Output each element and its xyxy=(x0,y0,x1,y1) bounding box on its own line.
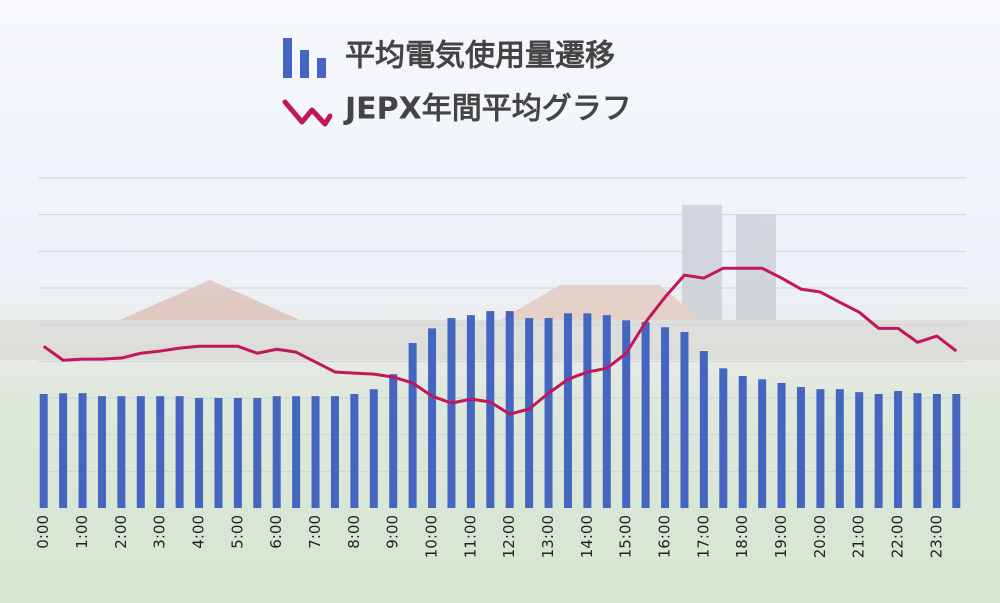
bar xyxy=(233,398,242,508)
bar xyxy=(874,393,883,508)
x-tick-label: 12:00 xyxy=(500,515,518,558)
bar xyxy=(622,320,631,508)
x-tick-label: 6:00 xyxy=(267,515,285,549)
bar xyxy=(156,396,165,508)
bar xyxy=(777,382,786,508)
bar xyxy=(932,393,941,508)
bar xyxy=(136,396,145,508)
x-tick-label: 0:00 xyxy=(34,515,52,549)
bar xyxy=(641,322,650,508)
x-tick-label: 14:00 xyxy=(578,515,596,558)
bar xyxy=(214,398,223,508)
x-tick-label: 3:00 xyxy=(151,515,169,549)
bar xyxy=(796,387,805,508)
bar xyxy=(195,398,204,508)
bar xyxy=(816,389,825,508)
bar xyxy=(272,396,281,508)
bar xyxy=(389,374,398,508)
bar xyxy=(117,396,126,508)
bar xyxy=(835,389,844,508)
bar xyxy=(97,396,106,508)
x-tick-label: 7:00 xyxy=(306,515,324,549)
bar xyxy=(855,392,864,508)
line xyxy=(42,266,958,416)
legend-bar-icon xyxy=(283,38,292,78)
x-tick-label: 23:00 xyxy=(927,515,945,558)
x-tick-label: 19:00 xyxy=(772,515,790,558)
bar xyxy=(738,376,747,508)
bar xyxy=(292,396,301,508)
bar xyxy=(758,379,767,508)
bar xyxy=(583,313,592,508)
bar xyxy=(525,318,534,508)
background-scenery xyxy=(0,205,1000,360)
bar xyxy=(78,393,87,508)
x-tick-label: 21:00 xyxy=(850,515,868,558)
x-tick-label: 13:00 xyxy=(539,515,557,558)
bar xyxy=(699,351,708,508)
bar xyxy=(466,315,475,508)
bar xyxy=(59,393,68,508)
legend-bar-icon xyxy=(317,58,326,78)
x-tick-label: 16:00 xyxy=(656,515,674,558)
bar xyxy=(719,368,728,508)
bar xyxy=(447,318,456,508)
x-tick-label: 20:00 xyxy=(811,515,829,558)
bar xyxy=(952,393,961,508)
x-tick-label: 18:00 xyxy=(733,515,751,558)
bar xyxy=(486,311,495,508)
x-tick-label: 5:00 xyxy=(228,515,246,549)
bar xyxy=(311,396,320,508)
legend-label: JEPX年間平均グラフ xyxy=(343,92,632,127)
bar xyxy=(330,396,339,508)
bar xyxy=(544,318,553,508)
x-tick-label: 9:00 xyxy=(384,515,402,549)
x-tick-label: 17:00 xyxy=(694,515,712,558)
x-tick-label: 22:00 xyxy=(889,515,907,558)
legend-label: 平均電気使用量遷移 xyxy=(345,39,615,74)
bar xyxy=(563,313,572,508)
x-tick-label: 11:00 xyxy=(461,515,479,558)
bar xyxy=(894,391,903,508)
legend-line-icon xyxy=(282,99,333,127)
bar xyxy=(602,315,611,508)
bar xyxy=(369,389,378,508)
bar xyxy=(253,398,262,508)
x-tick-label: 2:00 xyxy=(112,515,130,549)
bar xyxy=(505,311,514,508)
x-tick-label: 8:00 xyxy=(345,515,363,549)
bar xyxy=(913,393,922,508)
bar xyxy=(661,327,670,508)
bar xyxy=(39,393,48,508)
bar xyxy=(428,328,437,508)
legend: 平均電気使用量遷移 JEPX年間平均グラフ xyxy=(282,38,632,127)
legend-bar-icon xyxy=(300,50,309,78)
x-tick-label: 1:00 xyxy=(73,515,91,549)
x-tick-label: 10:00 xyxy=(423,515,441,558)
x-tick-label: 4:00 xyxy=(190,515,208,549)
bar xyxy=(350,393,359,508)
bar xyxy=(680,332,689,508)
bar xyxy=(175,396,184,508)
x-tick-label: 15:00 xyxy=(617,515,635,558)
bar xyxy=(408,343,417,508)
